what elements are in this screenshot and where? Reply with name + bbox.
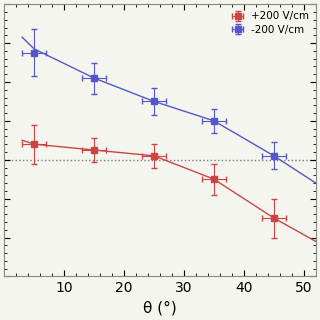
X-axis label: θ (°): θ (°) bbox=[143, 301, 177, 316]
Legend: +200 V/cm, -200 V/cm: +200 V/cm, -200 V/cm bbox=[226, 7, 313, 39]
